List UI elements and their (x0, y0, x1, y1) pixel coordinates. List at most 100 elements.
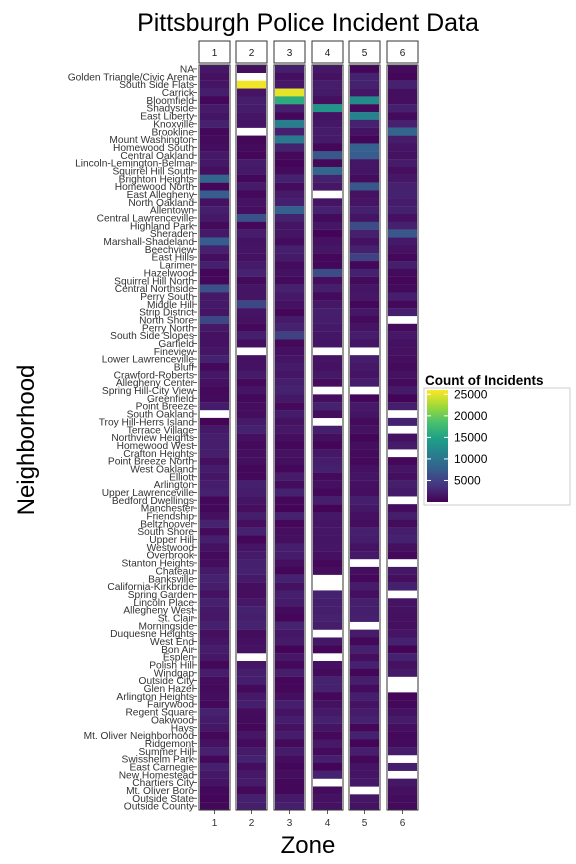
heatmap-cell (275, 190, 304, 199)
heatmap-cell (350, 206, 379, 215)
heatmap-cell (350, 268, 379, 277)
heatmap-cell (388, 778, 417, 787)
y-tick-label: NA (180, 65, 194, 76)
heatmap-cell (275, 104, 304, 113)
heatmap-cell (313, 159, 342, 168)
heatmap-cell (388, 308, 417, 317)
heatmap-cell (200, 504, 229, 513)
heatmap-cell (200, 692, 229, 701)
y-tick-label: Hays (171, 723, 194, 734)
heatmap-cell (388, 762, 417, 771)
heatmap-cell (350, 284, 379, 293)
heatmap-cell (388, 629, 417, 638)
y-tick-label: Chartiers City (132, 778, 195, 789)
heatmap-cell (200, 229, 229, 238)
heatmap-cell (313, 88, 342, 97)
heatmap-cell (200, 778, 229, 787)
heatmap-cell (237, 770, 266, 779)
heatmap-cell (350, 378, 379, 387)
heatmap-cell (313, 480, 342, 489)
heatmap-cell (275, 347, 304, 356)
heatmap-cell (388, 417, 417, 426)
heatmap-cell (237, 425, 266, 434)
heatmap-cell (200, 386, 229, 395)
heatmap-cell (237, 410, 266, 419)
heatmap-cell (388, 96, 417, 105)
heatmap-cell (350, 174, 379, 183)
heatmap-cell (350, 394, 379, 403)
heatmap-cell (275, 739, 304, 748)
heatmap-cell (237, 629, 266, 638)
heatmap-cell (200, 606, 229, 615)
heatmap-cell (200, 378, 229, 387)
heatmap-cell (388, 72, 417, 81)
heatmap-cell (275, 504, 304, 513)
heatmap-cell (388, 464, 417, 473)
heatmap-cell (237, 221, 266, 230)
heatmap-cell (200, 261, 229, 270)
heatmap-cell (350, 88, 379, 97)
heatmap-cell (313, 488, 342, 497)
heatmap-cell (350, 119, 379, 128)
heatmap-cell (237, 606, 266, 615)
heatmap-cell (237, 559, 266, 568)
heatmap-cell (388, 112, 417, 121)
heatmap-cell (200, 214, 229, 222)
heatmap-cell (350, 112, 379, 121)
y-tick-label: Allegheny Center (116, 378, 195, 389)
heatmap-cell (388, 80, 417, 89)
heatmap-cell (350, 535, 379, 544)
heatmap-cell (350, 402, 379, 411)
heatmap-cell (200, 182, 229, 191)
heatmap-cell (275, 519, 304, 528)
y-tick-label: West Oakland (130, 464, 194, 475)
heatmap-cell (350, 637, 379, 646)
heatmap-cell (237, 104, 266, 113)
heatmap-cell (275, 339, 304, 348)
heatmap-cell (388, 363, 417, 371)
heatmap-cell (275, 543, 304, 552)
legend-tick-label: 25000 (454, 388, 488, 402)
y-tick-label: North Shore (139, 315, 194, 326)
heatmap-cell (313, 253, 342, 262)
heatmap-cell (313, 645, 342, 654)
heatmap-cell (313, 284, 342, 293)
heatmap-cell (275, 308, 304, 317)
heatmap-cell (237, 708, 266, 717)
heatmap-cell (313, 551, 342, 560)
heatmap-cell (275, 253, 304, 262)
heatmap-cell (237, 198, 266, 207)
heatmap-cell (313, 668, 342, 677)
heatmap-cell (388, 488, 417, 497)
heatmap-cell (388, 621, 417, 630)
facet-panel-zone-3: 3 (273, 40, 306, 811)
y-tick-label: Crawford-Roberts (114, 370, 194, 381)
heatmap-cell (237, 308, 266, 317)
heatmap-cell (313, 613, 342, 622)
heatmap-cell (237, 598, 266, 607)
heatmap-cell (200, 472, 229, 481)
heatmap-cell (200, 739, 229, 748)
heatmap-cell (350, 315, 379, 324)
heatmap-cell (237, 504, 266, 513)
heatmap-cell (350, 166, 379, 175)
y-tick-label: Central Oakland (120, 151, 194, 162)
y-tick-label: South Side Flats (119, 80, 194, 91)
heatmap-cell (237, 323, 266, 332)
heatmap-cell (200, 527, 229, 536)
heatmap-cell (388, 65, 417, 73)
y-tick-label: Friendship (146, 512, 194, 523)
heatmap-cell (237, 386, 266, 395)
heatmap-cell (388, 480, 417, 489)
heatmap-cell (275, 527, 304, 536)
x-tick-label: 1 (212, 818, 218, 829)
heatmap-cell (200, 151, 229, 160)
heatmap-cell (200, 339, 229, 348)
heatmap-cell (350, 762, 379, 771)
y-tick-label: Lower Lawrenceville (102, 355, 195, 366)
heatmap-cell (275, 668, 304, 677)
heatmap-cell (237, 292, 266, 301)
heatmap-cell (200, 112, 229, 121)
heatmap-cell (237, 206, 266, 215)
heatmap-cell (388, 543, 417, 552)
